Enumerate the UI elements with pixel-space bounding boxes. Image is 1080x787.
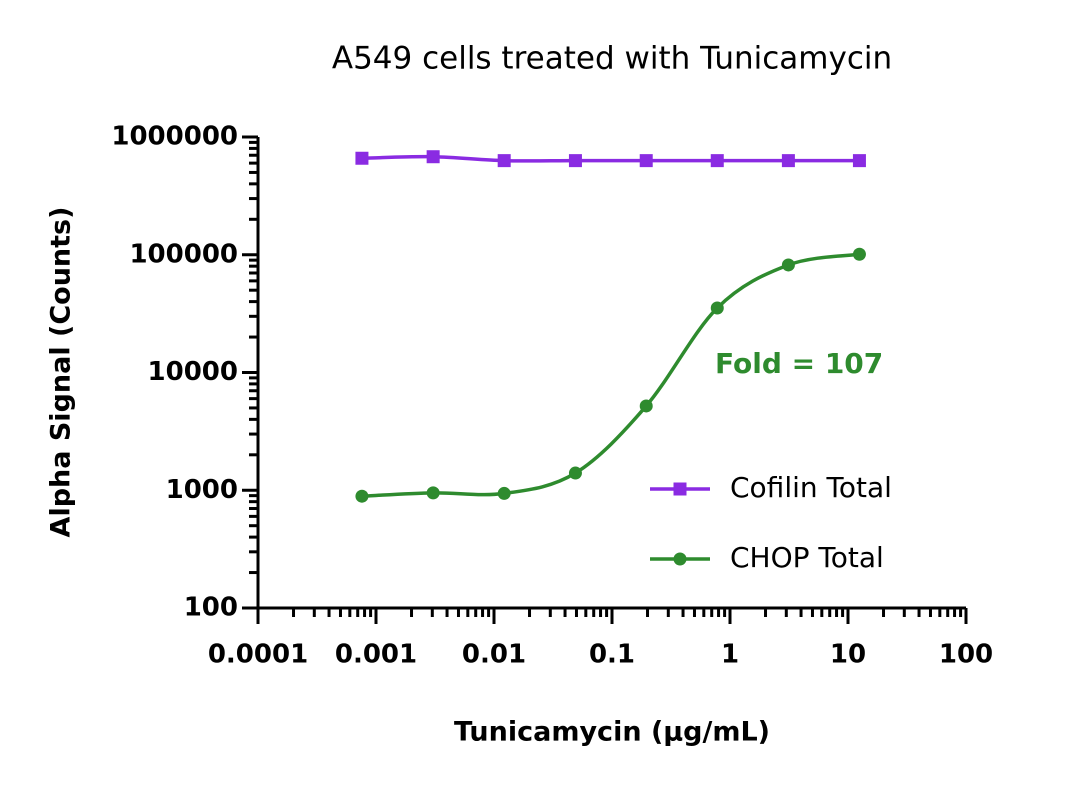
marker xyxy=(781,154,795,168)
y-axis-title: Alpha Signal (Counts) xyxy=(46,207,77,538)
marker xyxy=(852,247,866,261)
y-tick-label: 1000 xyxy=(166,475,238,505)
annotation: Fold = 107 xyxy=(715,347,883,380)
marker xyxy=(426,486,440,500)
y-tick-label: 1000000 xyxy=(111,122,238,152)
series-line xyxy=(361,252,860,498)
marker xyxy=(568,154,582,168)
y-tick-label: 100 xyxy=(184,593,238,623)
marker xyxy=(673,482,687,496)
legend-label: CHOP Total xyxy=(730,541,884,574)
marker xyxy=(781,258,795,272)
marker xyxy=(710,154,724,168)
marker xyxy=(852,154,866,168)
marker xyxy=(639,154,653,168)
x-tick-label: 0.001 xyxy=(335,640,417,670)
x-tick-label: 1 xyxy=(721,640,739,670)
x-tick-label: 100 xyxy=(939,640,993,670)
marker xyxy=(497,154,511,168)
legend-label: Cofilin Total xyxy=(730,471,892,504)
x-tick-label: 0.1 xyxy=(589,640,635,670)
chart-title: A549 cells treated with Tunicamycin xyxy=(332,41,892,77)
marker xyxy=(673,552,687,566)
marker xyxy=(639,399,653,413)
marker xyxy=(355,151,369,165)
y-tick-label: 10000 xyxy=(148,357,238,387)
marker xyxy=(426,150,440,164)
y-tick-label: 100000 xyxy=(129,239,238,269)
x-tick-label: 0.0001 xyxy=(208,640,308,670)
series-line xyxy=(361,154,860,163)
x-tick-label: 0.01 xyxy=(462,640,526,670)
x-axis-title: Tunicamycin (µg/mL) xyxy=(454,717,770,748)
marker xyxy=(497,486,511,500)
x-tick-label: 10 xyxy=(830,640,866,670)
marker xyxy=(355,489,369,503)
marker xyxy=(710,301,724,315)
marker xyxy=(568,466,582,480)
